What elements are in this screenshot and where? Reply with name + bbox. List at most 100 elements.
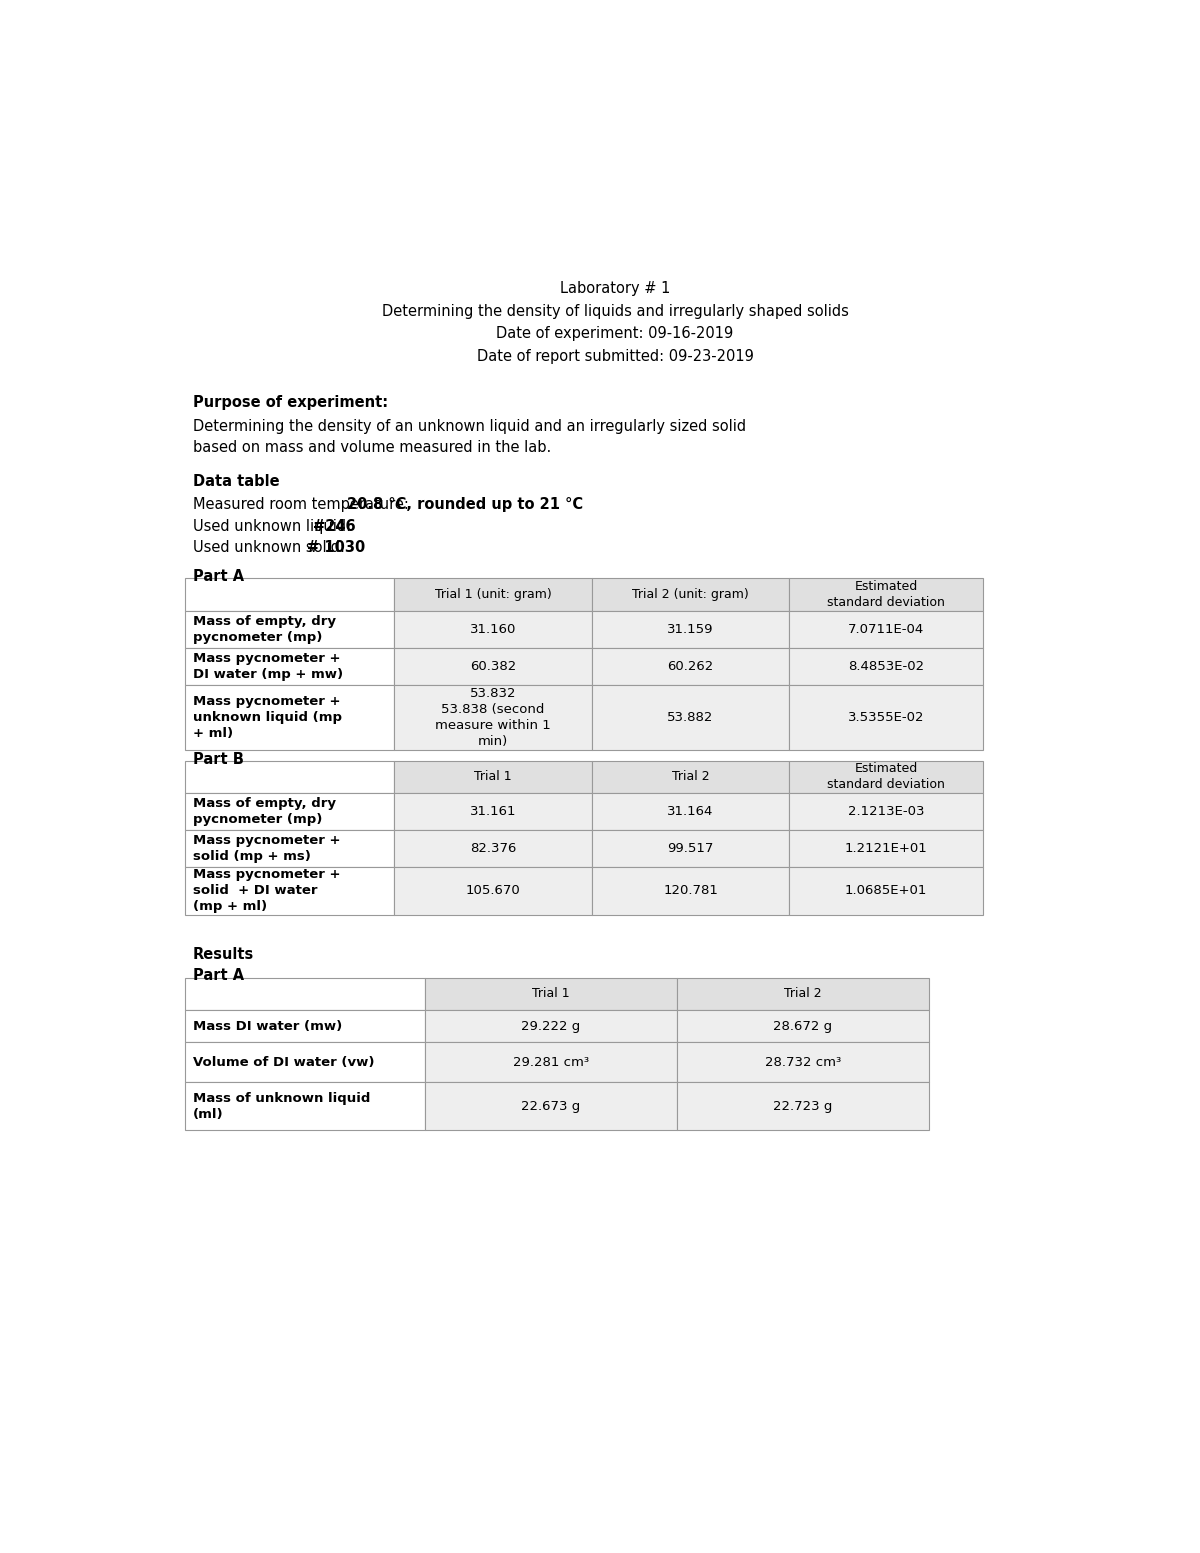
Bar: [394, 831, 592, 867]
Text: Volume of DI water (vw): Volume of DI water (vw): [193, 1056, 374, 1068]
Text: 1.2121E+01: 1.2121E+01: [845, 842, 928, 856]
Bar: [592, 578, 790, 610]
Bar: [185, 867, 394, 915]
Text: Trial 2: Trial 2: [672, 770, 709, 783]
Text: 53.832
53.838 (second
measure within 1
min): 53.832 53.838 (second measure within 1 m…: [436, 686, 551, 749]
Text: Trial 1 (unit: gram): Trial 1 (unit: gram): [434, 589, 551, 601]
Bar: [677, 1082, 929, 1131]
Text: Trial 2: Trial 2: [784, 988, 822, 1000]
Text: Determining the density of an unknown liquid and an irregularly sized solid: Determining the density of an unknown li…: [193, 419, 745, 433]
Bar: [394, 648, 592, 685]
Bar: [592, 761, 790, 794]
Bar: [185, 794, 394, 831]
Bar: [425, 1082, 677, 1131]
Text: 7.0711E-04: 7.0711E-04: [848, 623, 924, 635]
Text: Estimated
standard deviation: Estimated standard deviation: [827, 763, 946, 792]
Bar: [677, 977, 929, 1009]
Text: 29.222 g: 29.222 g: [522, 1020, 581, 1033]
Bar: [592, 610, 790, 648]
Bar: [677, 1009, 929, 1042]
Text: 60.262: 60.262: [667, 660, 714, 672]
Text: Part A: Part A: [193, 568, 244, 584]
Bar: [425, 1009, 677, 1042]
Text: based on mass and volume measured in the lab.: based on mass and volume measured in the…: [193, 439, 551, 455]
Bar: [790, 610, 983, 648]
Bar: [677, 1042, 929, 1082]
Text: 31.159: 31.159: [667, 623, 714, 635]
Text: Trial 2 (unit: gram): Trial 2 (unit: gram): [632, 589, 749, 601]
Bar: [185, 578, 394, 610]
Text: 2.1213E-03: 2.1213E-03: [848, 804, 924, 818]
Text: 60.382: 60.382: [470, 660, 516, 672]
Text: 29.281 cm³: 29.281 cm³: [514, 1056, 589, 1068]
Text: 1.0685E+01: 1.0685E+01: [845, 884, 928, 898]
Text: 31.160: 31.160: [469, 623, 516, 635]
Text: 105.670: 105.670: [466, 884, 521, 898]
Text: Mass of unknown liquid
(ml): Mass of unknown liquid (ml): [193, 1092, 370, 1121]
Text: 20.8 °C, rounded up to 21 °C: 20.8 °C, rounded up to 21 °C: [347, 497, 583, 512]
Bar: [425, 977, 677, 1009]
Text: Used unknown liquid:: Used unknown liquid:: [193, 519, 355, 534]
Bar: [185, 1082, 425, 1131]
Bar: [394, 867, 592, 915]
Text: Data table: Data table: [193, 474, 280, 489]
Text: #246: #246: [313, 519, 355, 534]
Bar: [592, 831, 790, 867]
Text: Laboratory # 1: Laboratory # 1: [560, 281, 670, 297]
Text: Date of experiment: 09-16-2019: Date of experiment: 09-16-2019: [497, 326, 733, 342]
Bar: [592, 794, 790, 831]
Text: Mass DI water (mw): Mass DI water (mw): [193, 1020, 342, 1033]
Text: Trial 1: Trial 1: [474, 770, 511, 783]
Bar: [185, 977, 425, 1009]
Text: 8.4853E-02: 8.4853E-02: [848, 660, 924, 672]
Bar: [592, 685, 790, 750]
Bar: [790, 794, 983, 831]
Text: 31.161: 31.161: [469, 804, 516, 818]
Text: # 1030: # 1030: [307, 540, 365, 554]
Text: Mass pycnometer +
DI water (mp + mw): Mass pycnometer + DI water (mp + mw): [193, 652, 343, 680]
Text: 82.376: 82.376: [469, 842, 516, 856]
Text: 28.732 cm³: 28.732 cm³: [764, 1056, 841, 1068]
Bar: [185, 685, 394, 750]
Bar: [790, 867, 983, 915]
Bar: [185, 831, 394, 867]
Text: 28.672 g: 28.672 g: [773, 1020, 833, 1033]
Text: 22.723 g: 22.723 g: [773, 1100, 833, 1112]
Text: Part B: Part B: [193, 752, 244, 767]
Bar: [394, 794, 592, 831]
Bar: [592, 648, 790, 685]
Text: Purpose of experiment:: Purpose of experiment:: [193, 394, 388, 410]
Text: Determining the density of liquids and irregularly shaped solids: Determining the density of liquids and i…: [382, 304, 848, 318]
Bar: [185, 610, 394, 648]
Bar: [790, 648, 983, 685]
Bar: [185, 761, 394, 794]
Text: 3.5355E-02: 3.5355E-02: [848, 711, 924, 724]
Text: Mass of empty, dry
pycnometer (mp): Mass of empty, dry pycnometer (mp): [193, 797, 336, 826]
Bar: [394, 578, 592, 610]
Text: Mass of empty, dry
pycnometer (mp): Mass of empty, dry pycnometer (mp): [193, 615, 336, 643]
Bar: [592, 867, 790, 915]
Text: Mass pycnometer +
unknown liquid (mp
+ ml): Mass pycnometer + unknown liquid (mp + m…: [193, 694, 342, 739]
Text: Results: Results: [193, 947, 254, 963]
Bar: [185, 1009, 425, 1042]
Bar: [790, 831, 983, 867]
Text: Trial 1: Trial 1: [533, 988, 570, 1000]
Bar: [790, 685, 983, 750]
Text: Estimated
standard deviation: Estimated standard deviation: [827, 579, 946, 609]
Bar: [394, 685, 592, 750]
Text: Used unknown solid:: Used unknown solid:: [193, 540, 349, 554]
Bar: [185, 1042, 425, 1082]
Text: Date of report submitted: 09-23-2019: Date of report submitted: 09-23-2019: [476, 349, 754, 365]
Bar: [394, 610, 592, 648]
Text: Mass pycnometer +
solid (mp + ms): Mass pycnometer + solid (mp + ms): [193, 834, 340, 863]
Text: 53.882: 53.882: [667, 711, 714, 724]
Text: 31.164: 31.164: [667, 804, 714, 818]
Text: Part A: Part A: [193, 968, 244, 983]
Text: 99.517: 99.517: [667, 842, 714, 856]
Text: Mass pycnometer +
solid  + DI water
(mp + ml): Mass pycnometer + solid + DI water (mp +…: [193, 868, 340, 913]
Bar: [425, 1042, 677, 1082]
Text: 22.673 g: 22.673 g: [522, 1100, 581, 1112]
Bar: [394, 761, 592, 794]
Text: Measured room temperature:: Measured room temperature:: [193, 497, 413, 512]
Bar: [790, 578, 983, 610]
